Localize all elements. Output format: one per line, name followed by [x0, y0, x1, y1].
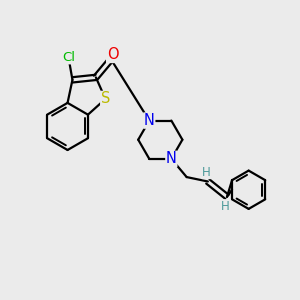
Text: O: O [107, 47, 118, 62]
Text: S: S [101, 92, 110, 106]
Text: Cl: Cl [62, 51, 75, 64]
Text: N: N [166, 151, 177, 166]
Text: H: H [221, 200, 230, 213]
Text: H: H [202, 166, 211, 178]
Text: N: N [144, 113, 155, 128]
